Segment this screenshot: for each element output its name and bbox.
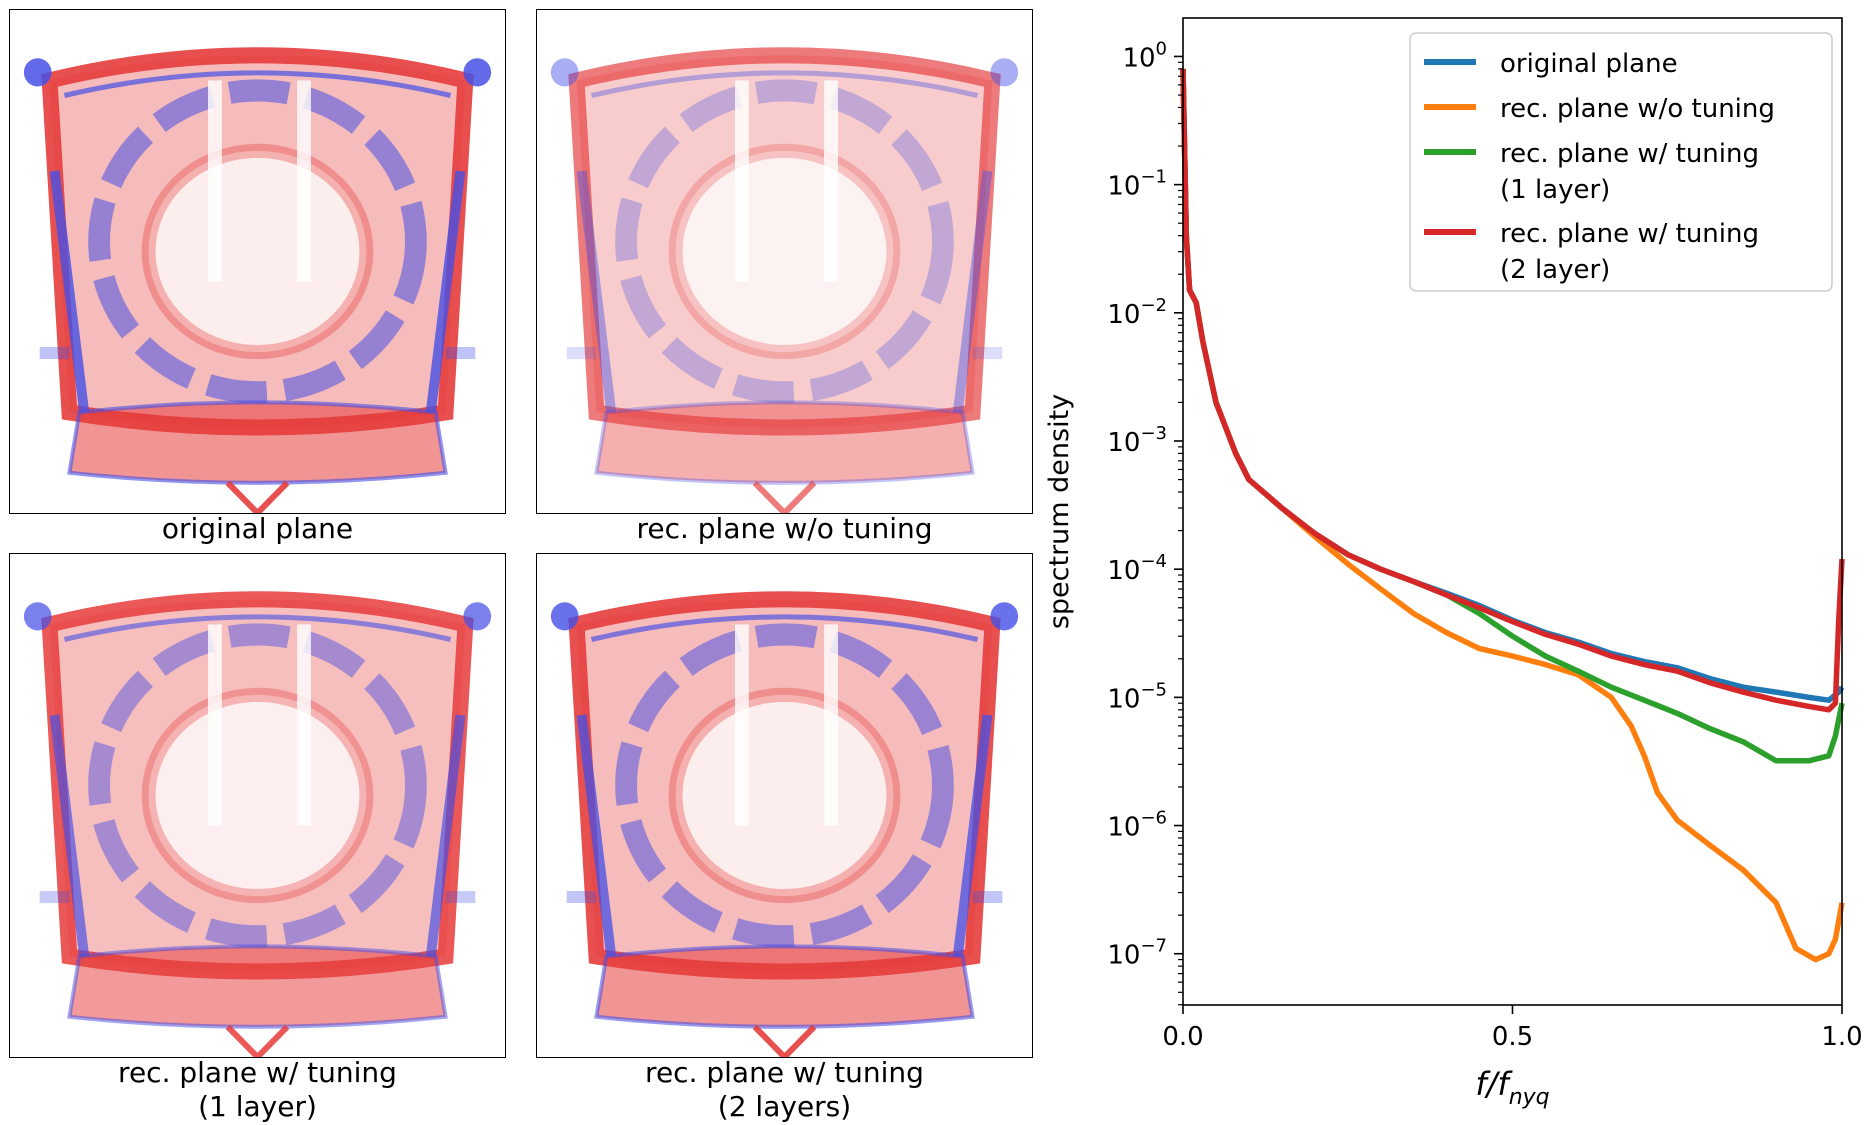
plane-side-blob [972, 347, 1003, 360]
y-tick-label: 10−1 [1107, 167, 1167, 202]
y-tick-label: 10−2 [1107, 295, 1167, 330]
plane-corner [23, 602, 52, 631]
plane-stripe [824, 80, 838, 282]
plane-side-left [49, 714, 90, 958]
legend-label: rec. plane w/ tuning [1500, 219, 1759, 249]
y-tick-label: 10−3 [1107, 423, 1167, 458]
series-line-3 [1180, 68, 1845, 713]
caption-rec-plane-no-tuning: rec. plane w/o tuning [536, 512, 1033, 546]
plane-stripe [735, 80, 749, 282]
plane-side-right [952, 170, 993, 414]
x-tick-label: 0.0 [1162, 1022, 1203, 1052]
plane-image [23, 591, 492, 1057]
plane-side-blob [566, 891, 597, 904]
plane-bottom-mark [225, 480, 290, 513]
panel-rec-plane-tuning-2-layers [536, 553, 1033, 1058]
caption-original-plane: original plane [9, 512, 506, 546]
plane-base [67, 400, 448, 485]
plane-side-left [576, 714, 617, 958]
plane-center [668, 687, 901, 904]
legend-label: rec. plane w/o tuning [1500, 94, 1775, 124]
plane-corner [990, 602, 1019, 631]
plane-side-blob [445, 347, 476, 360]
caption-rec-plane-tuning-1-layer: rec. plane w/ tuning (1 layer) [9, 1056, 506, 1124]
x-tick-label: 0.5 [1492, 1022, 1533, 1052]
plane-edge [63, 70, 452, 98]
plane-side-blob [972, 891, 1003, 904]
plane-base [67, 944, 448, 1029]
plane-ring [615, 623, 954, 948]
x-axis-label: f/fnyq [1475, 1065, 1549, 1110]
plane-corner [463, 602, 492, 631]
panel-rec-plane-tuning-1-layer [9, 553, 506, 1058]
plane-center [141, 687, 374, 904]
legend-label: (2 layer) [1500, 255, 1610, 285]
plane-corner [463, 58, 492, 87]
y-tick-label: 10−6 [1107, 808, 1167, 843]
y-tick-label: 10−5 [1107, 679, 1167, 714]
plane-bottom-mark [752, 1024, 817, 1057]
plane-ring [88, 79, 427, 404]
plane-corner [550, 602, 579, 631]
caption-line: original plane [161, 512, 354, 545]
legend [1409, 32, 1833, 292]
plane-stripe [824, 624, 838, 826]
plane-stripe [208, 80, 222, 282]
plane-center [668, 143, 901, 360]
x-tick-label: 1.0 [1821, 1022, 1862, 1052]
plane-edge [590, 614, 979, 642]
plane-image [550, 47, 1019, 513]
plane-image [23, 47, 492, 513]
plane-side-blob [39, 347, 70, 360]
plane-stripe [735, 624, 749, 826]
plane-base [594, 944, 975, 1029]
plane-side-left [49, 170, 90, 414]
legend-label: original plane [1500, 49, 1678, 79]
plane-side-blob [39, 891, 70, 904]
caption-line: (1 layer) [198, 1090, 317, 1123]
legend-label: rec. plane w/ tuning [1500, 139, 1759, 169]
plane-ring [88, 623, 427, 948]
plane-center [141, 143, 374, 360]
caption-line: rec. plane w/ tuning [118, 1056, 397, 1089]
caption-line: (2 layers) [717, 1090, 852, 1123]
y-tick-label: 10−4 [1107, 551, 1167, 586]
y-tick-label: 100 [1122, 38, 1167, 73]
y-axis-label: spectrum density [1044, 394, 1075, 629]
y-tick-label: 10−7 [1107, 936, 1167, 971]
plane-side-right [425, 714, 466, 958]
plane-ring [615, 79, 954, 404]
legend-label: (1 layer) [1500, 175, 1610, 205]
plane-stripe [208, 624, 222, 826]
plane-edge [63, 614, 452, 642]
plane-side-blob [566, 347, 597, 360]
plane-base [594, 400, 975, 485]
plane-side-blob [445, 891, 476, 904]
plane-stripe [297, 624, 311, 826]
plane-edge [590, 70, 979, 98]
plane-bottom-mark [225, 1024, 290, 1057]
plane-side-right [952, 714, 993, 958]
caption-line: rec. plane w/ tuning [645, 1056, 924, 1089]
plane-stripe [297, 80, 311, 282]
plane-corner [23, 58, 52, 87]
caption-line: rec. plane w/o tuning [636, 512, 933, 545]
plane-side-right [425, 170, 466, 414]
plane-bottom-mark [752, 480, 817, 513]
plane-side-left [576, 170, 617, 414]
panel-rec-plane-no-tuning [536, 9, 1033, 514]
plane-corner [990, 58, 1019, 87]
caption-rec-plane-tuning-2-layers: rec. plane w/ tuning (2 layers) [536, 1056, 1033, 1124]
plane-image [550, 591, 1019, 1057]
panel-original-plane [9, 9, 506, 514]
plane-corner [550, 58, 579, 87]
